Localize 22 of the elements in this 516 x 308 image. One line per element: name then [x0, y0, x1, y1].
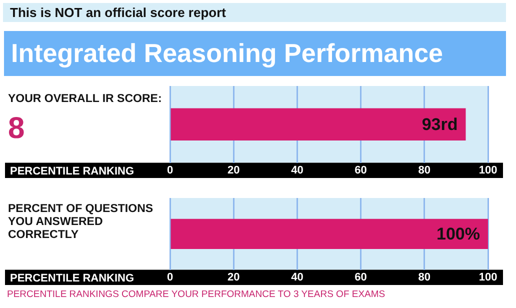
x-tick-label: 0 — [166, 164, 174, 176]
x-tick-label: 80 — [418, 164, 431, 176]
x-tick-label: 100 — [478, 164, 498, 176]
x-tick-label: 60 — [354, 271, 367, 284]
x-tick-label: 100 — [478, 271, 498, 284]
x-tick-label: 20 — [227, 164, 240, 176]
x-tick-label: 20 — [227, 271, 240, 284]
text: PERCENTILE RANKINGS COMPARE YOUR PERFORMANCE TO 3 YEARS OF EXAMS — [7, 289, 386, 300]
x-tick-label: 0 — [166, 271, 174, 284]
x-tick-label: 60 — [354, 164, 367, 176]
x-tick-label: 40 — [291, 271, 304, 284]
x-tick-label: 40 — [291, 164, 304, 176]
y-axis-title: YOUR OVERALL IR SCORE: — [8, 93, 163, 106]
y-axis-title: PERCENT OF QUESTIONS YOU ANSWERED CORRECTLY — [8, 203, 154, 242]
text: 8 — [8, 112, 25, 146]
x-tick-label: 80 — [418, 271, 431, 284]
chart-title: Integrated Reasoning Performance — [4, 31, 506, 76]
data-label: 100% — [436, 224, 480, 244]
text: This is NOT an official score report — [3, 3, 506, 22]
x-axis-title: PERCENTILE RANKING — [10, 272, 134, 284]
data-label: 93rd — [422, 115, 458, 134]
x-axis-title: PERCENTILE RANKING — [10, 165, 134, 178]
